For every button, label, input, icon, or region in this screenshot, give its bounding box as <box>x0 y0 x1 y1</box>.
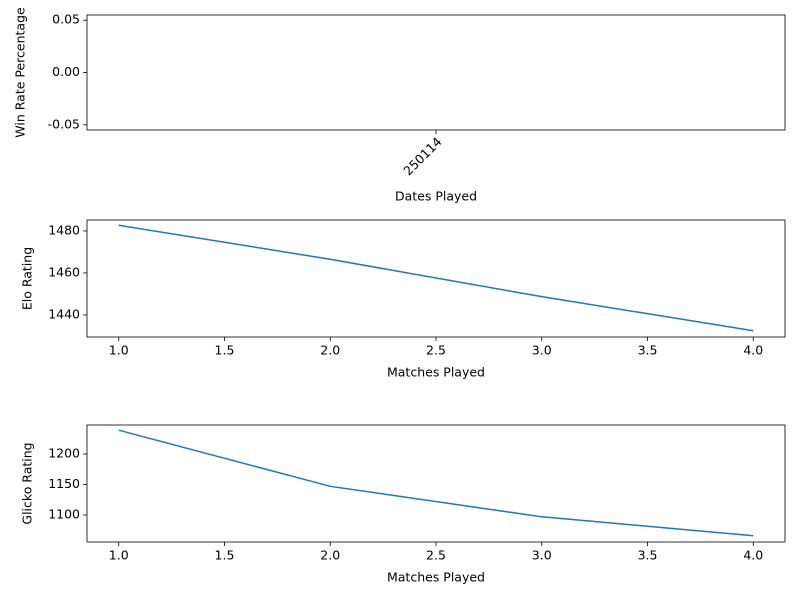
y-axis-label: Win Rate Percentage <box>13 7 28 138</box>
data-line <box>118 429 754 537</box>
x-tick-label: 250114 <box>400 134 444 178</box>
x-tick-label: 2.0 <box>320 548 340 563</box>
x-tick-label: 3.0 <box>532 343 552 358</box>
x-tick-label: 4.0 <box>743 548 763 563</box>
axes-frame <box>86 424 786 543</box>
x-tick-label: 1.0 <box>109 343 129 358</box>
y-tick-label: 0.05 <box>52 12 80 27</box>
y-tick-label: 1440 <box>48 306 80 321</box>
x-tick-label: 4.0 <box>743 343 763 358</box>
x-axis-label: Matches Played <box>387 365 485 380</box>
x-tick-label: 3.5 <box>638 548 658 563</box>
axes-frame <box>86 14 786 131</box>
x-tick-label: 3.0 <box>532 548 552 563</box>
x-tick-label: 2.0 <box>320 343 340 358</box>
y-tick-label: 1100 <box>48 506 80 521</box>
y-tick-label: 1460 <box>48 264 80 279</box>
y-axis-label: Glicko Rating <box>20 442 35 524</box>
y-tick-label: 1200 <box>48 445 80 460</box>
y-tick-label: 0.00 <box>52 64 80 79</box>
x-tick-label: 2.5 <box>426 343 446 358</box>
x-tick-label: 3.5 <box>638 343 658 358</box>
y-axis-label: Elo Rating <box>20 247 35 310</box>
x-tick-label: 1.5 <box>215 343 235 358</box>
x-tick-label: 1.0 <box>109 548 129 563</box>
x-tick-label: 2.5 <box>426 548 446 563</box>
x-tick-label: 1.5 <box>215 548 235 563</box>
y-tick-label: 1480 <box>48 222 80 237</box>
x-axis-label: Matches Played <box>387 570 485 585</box>
x-axis-label: Dates Played <box>395 189 477 204</box>
y-tick-label: -0.05 <box>48 116 80 131</box>
axes-frame <box>86 219 786 338</box>
y-tick-label: 1150 <box>48 476 80 491</box>
data-line <box>118 224 754 332</box>
